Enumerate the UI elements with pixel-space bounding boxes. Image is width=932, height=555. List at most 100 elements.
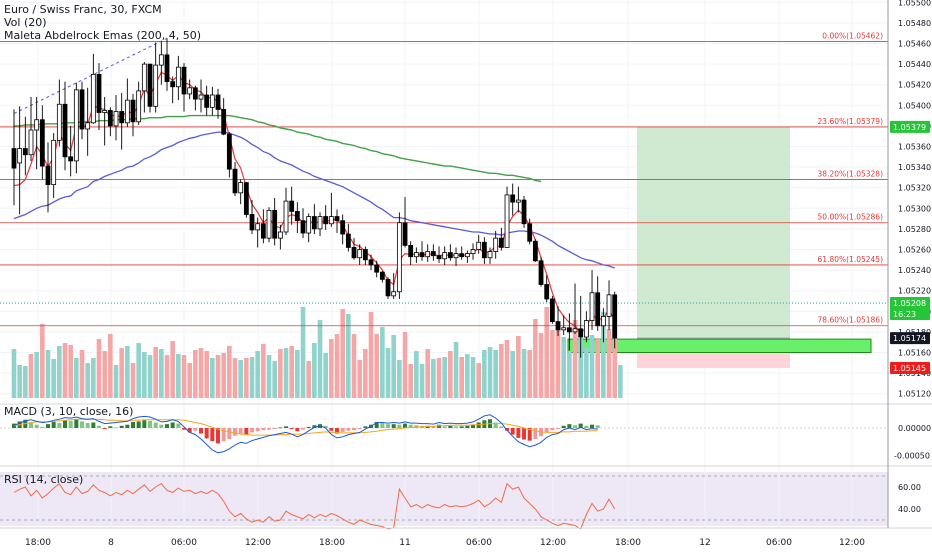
volume-bar xyxy=(317,320,323,398)
volume-bar xyxy=(538,333,544,398)
volume-bar xyxy=(516,336,521,398)
time-tick-label: 18:00 xyxy=(319,538,345,548)
candle-body xyxy=(606,294,612,317)
rsi-background xyxy=(0,472,888,526)
macd-histogram-bar xyxy=(352,428,357,431)
candle-body xyxy=(374,264,380,273)
candle-body xyxy=(113,111,119,127)
volume-bar xyxy=(442,357,447,398)
price-tag xyxy=(890,308,930,321)
volume-bar xyxy=(380,327,385,398)
macd-histogram-bar xyxy=(187,428,192,433)
rsi-line xyxy=(13,482,616,530)
macd-histogram-bar xyxy=(556,428,561,430)
macd-pane: 0.00000 -0.00050 xyxy=(0,414,931,461)
trade-zones[interactable] xyxy=(567,126,872,368)
candle-body xyxy=(425,251,431,258)
macd-histogram-bar xyxy=(244,428,249,435)
candle-body xyxy=(453,253,459,259)
macd-histogram-bar xyxy=(335,428,340,434)
price-tag xyxy=(890,297,930,310)
time-tick-label: 06:00 xyxy=(171,538,197,548)
candle-body xyxy=(442,252,448,260)
price-tick-label: 1.05260 xyxy=(898,246,931,255)
macd-histogram-bar xyxy=(29,422,34,428)
volume-bar xyxy=(453,342,459,398)
volume-bar xyxy=(278,349,283,398)
macd-histogram-bar xyxy=(267,428,272,430)
symbol-title[interactable]: Euro / Swiss Franc, 30, FXCM xyxy=(4,3,162,16)
macd-histogram-bar xyxy=(403,423,408,428)
macd-histogram-bar xyxy=(233,428,238,436)
macd-histogram-bar xyxy=(391,424,396,428)
macd-histogram-bar xyxy=(108,426,113,428)
volume-bar xyxy=(57,346,62,398)
macd-histogram-bar xyxy=(590,424,595,428)
macd-histogram-bar xyxy=(306,426,311,428)
macd-histogram-bar xyxy=(114,427,119,429)
macd-histogram-bar xyxy=(91,422,96,428)
volume-bar xyxy=(204,351,209,398)
volume-bar xyxy=(323,353,328,398)
macd-histogram-bar xyxy=(567,424,572,428)
ema-slow-line xyxy=(14,114,542,183)
volume-bar xyxy=(181,355,187,398)
volume-bar xyxy=(436,358,442,398)
volume-bar xyxy=(470,357,476,398)
candle-body xyxy=(555,321,561,331)
volume-bar xyxy=(493,350,498,398)
candle-body xyxy=(277,231,283,239)
target-zone[interactable] xyxy=(637,126,790,339)
macd-histogram-bar xyxy=(289,428,294,430)
macd-histogram-bar xyxy=(431,426,436,428)
ema-legend[interactable]: Maleta Abdelrock Emas (200, 4, 50) xyxy=(4,29,202,42)
candle-body xyxy=(578,328,584,338)
volume-bar xyxy=(527,350,532,398)
volume-bar xyxy=(414,351,419,398)
candle-body xyxy=(413,252,419,258)
candle-body xyxy=(158,54,164,66)
macd-legend[interactable]: MACD (3, 10, close, 16) xyxy=(4,405,134,418)
candle-body xyxy=(589,292,595,321)
candle-body xyxy=(56,103,62,141)
candle-body xyxy=(357,249,363,259)
candles xyxy=(11,38,618,358)
candle-body xyxy=(493,237,499,252)
candle-body xyxy=(164,54,170,83)
rsi-legend[interactable]: RSI (14, close) xyxy=(4,473,84,486)
macd-histogram-bar xyxy=(437,424,442,428)
candle-body xyxy=(317,216,323,230)
volume-bar xyxy=(193,350,198,398)
candle-body xyxy=(11,148,17,169)
entry-box[interactable] xyxy=(567,338,872,353)
volume-bar xyxy=(465,354,470,398)
volume-bar xyxy=(448,351,453,398)
macd-histogram-bar xyxy=(51,421,56,428)
volume-bars xyxy=(0,302,888,398)
volume-bar xyxy=(572,320,578,398)
rsi-tick-label: 60.00 xyxy=(898,483,921,492)
macd-histogram-bar xyxy=(63,420,68,428)
candle-body xyxy=(226,133,232,170)
candle-body xyxy=(447,252,453,259)
macd-histogram-bar xyxy=(442,426,447,428)
volume-bar xyxy=(300,307,306,398)
volume-bar xyxy=(312,343,317,398)
volume-bar xyxy=(108,334,113,398)
volume-bar xyxy=(142,352,147,398)
candle-body xyxy=(538,260,544,285)
macd-histogram-bar xyxy=(182,428,187,430)
macd-histogram-bar xyxy=(193,428,198,431)
volume-bar xyxy=(374,334,379,398)
price-tick-label: 1.05240 xyxy=(898,266,931,275)
volume-bar xyxy=(266,355,272,398)
fib-retracement[interactable]: 0.00%(1.05462) 23.60%(1.05379) 38.20%(1.05… xyxy=(0,31,888,327)
macd-histogram-bar xyxy=(448,425,453,428)
macd-histogram-bar xyxy=(153,422,158,428)
candle-body xyxy=(459,253,465,258)
macd-histogram-bar xyxy=(550,428,555,431)
macd-histogram-bar xyxy=(397,424,402,428)
volume-legend[interactable]: Vol (20) xyxy=(4,16,47,29)
